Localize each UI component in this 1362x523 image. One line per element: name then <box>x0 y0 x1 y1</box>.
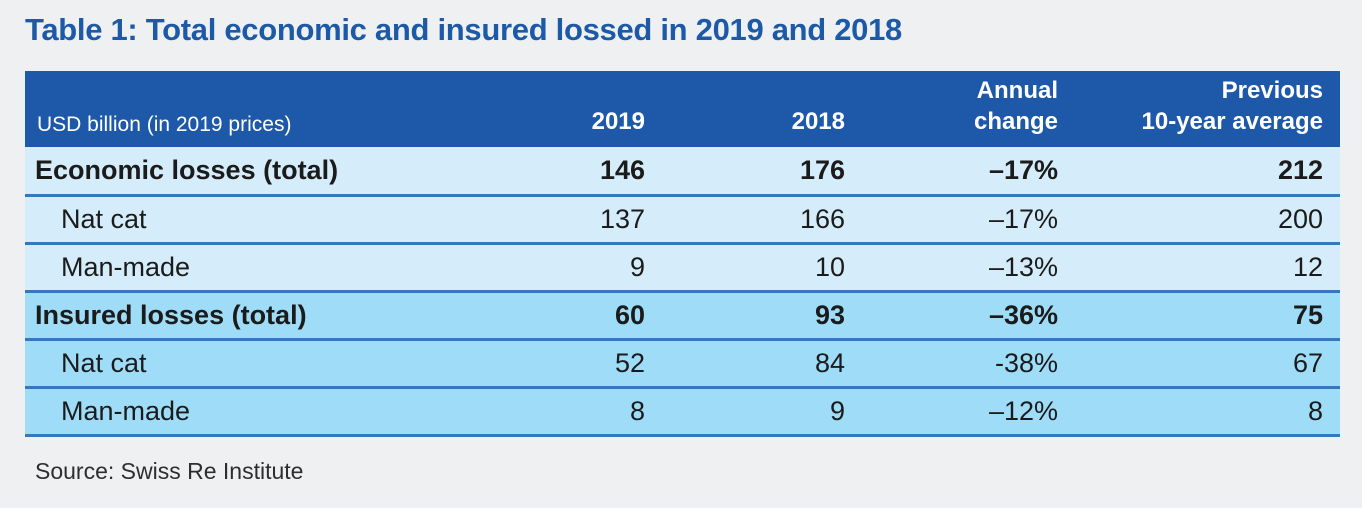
value-annual-change: -38% <box>862 339 1075 389</box>
document-page: Table 1: Total economic and insured loss… <box>0 0 1362 508</box>
header-annual-change-line2: change <box>973 108 1058 136</box>
value-10yr-average: 67 <box>1075 339 1340 389</box>
table-row-insured-natcat: Nat cat 52 84 -38% 67 <box>25 339 1340 389</box>
value-10yr-average: 75 <box>1075 291 1340 341</box>
header-prev-10yr-average: Previous 10-year average <box>1075 71 1340 148</box>
header-2019: 2019 <box>360 71 662 148</box>
source-note: Source: Swiss Re Institute <box>35 457 304 484</box>
table-body: Economic losses (total) 146 176 –17% 212… <box>25 147 1340 437</box>
header-unit-label: USD billion (in 2019 prices) <box>25 71 360 148</box>
row-label: Nat cat <box>25 339 360 389</box>
row-label: Economic losses (total) <box>25 147 360 197</box>
table-row-economic-manmade: Man-made 9 10 –13% 12 <box>25 243 1340 293</box>
header-2018: 2018 <box>662 71 862 148</box>
value-2019: 52 <box>360 339 662 389</box>
table-title: Table 1: Total economic and insured loss… <box>25 12 902 47</box>
table-row-economic-natcat: Nat cat 137 166 –17% 200 <box>25 195 1340 245</box>
value-2018: 9 <box>662 387 862 437</box>
table-header: USD billion (in 2019 prices) 2019 2018 A… <box>25 71 1340 148</box>
value-10yr-average: 8 <box>1075 387 1340 437</box>
value-annual-change: –13% <box>862 243 1075 293</box>
value-annual-change: –36% <box>862 291 1075 341</box>
value-2019: 60 <box>360 291 662 341</box>
header-annual-change: Annual change <box>862 71 1075 148</box>
content-area: Table 1: Total economic and insured loss… <box>25 12 1340 484</box>
value-2019: 9 <box>360 243 662 293</box>
value-2018: 166 <box>662 195 862 245</box>
value-10yr-average: 212 <box>1075 147 1340 197</box>
row-label: Man-made <box>25 243 360 293</box>
row-label: Nat cat <box>25 195 360 245</box>
value-annual-change: –12% <box>862 387 1075 437</box>
header-annual-change-line1: Annual <box>976 77 1058 105</box>
value-10yr-average: 200 <box>1075 195 1340 245</box>
value-2018: 93 <box>662 291 862 341</box>
losses-table: USD billion (in 2019 prices) 2019 2018 A… <box>25 71 1340 437</box>
value-2019: 146 <box>360 147 662 197</box>
table-row-economic-total: Economic losses (total) 146 176 –17% 212 <box>25 147 1340 197</box>
value-2019: 8 <box>360 387 662 437</box>
value-annual-change: –17% <box>862 147 1075 197</box>
header-row: USD billion (in 2019 prices) 2019 2018 A… <box>25 71 1340 148</box>
value-2018: 10 <box>662 243 862 293</box>
header-prev-line2: 10-year average <box>1141 108 1323 136</box>
table-row-insured-total: Insured losses (total) 60 93 –36% 75 <box>25 291 1340 341</box>
value-2018: 176 <box>662 147 862 197</box>
row-label: Insured losses (total) <box>25 291 360 341</box>
value-annual-change: –17% <box>862 195 1075 245</box>
value-2019: 137 <box>360 195 662 245</box>
table-row-insured-manmade: Man-made 8 9 –12% 8 <box>25 387 1340 437</box>
value-2018: 84 <box>662 339 862 389</box>
value-10yr-average: 12 <box>1075 243 1340 293</box>
header-prev-line1: Previous <box>1221 77 1323 105</box>
row-label: Man-made <box>25 387 360 437</box>
